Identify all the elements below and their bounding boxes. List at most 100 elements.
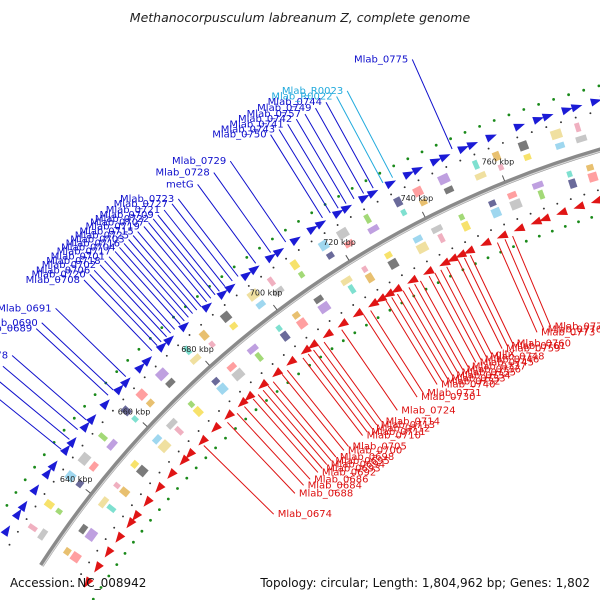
- forward_genes-label: Mlab_0718: [46, 256, 100, 267]
- gc-dot: [284, 228, 287, 232]
- gc-dot: [542, 207, 545, 210]
- reverse_genes-label: Mlab_0735: [462, 367, 516, 378]
- forward-gene-arrow: [411, 166, 424, 176]
- cog-block: [313, 294, 325, 305]
- forward-gene-arrow: [429, 158, 442, 167]
- reverse_genes-leader-line: [341, 329, 398, 411]
- gc-dot: [376, 316, 380, 319]
- gc-dot: [166, 497, 170, 501]
- gc-dot: [133, 387, 135, 390]
- gc-dot: [220, 275, 224, 278]
- forward-gene-arrow: [289, 236, 301, 247]
- forward_genes-label: Mlab_0744: [268, 97, 322, 108]
- gc-dot: [341, 339, 345, 343]
- forward_genes-leader-line: [148, 222, 212, 299]
- forward-gene-arrow: [513, 123, 525, 132]
- gc-dot: [552, 98, 555, 101]
- gc-dot: [234, 427, 237, 430]
- forward-gene-arrow: [224, 283, 236, 294]
- gc-dot: [310, 240, 313, 243]
- forward_genes-leader-line: [11, 355, 87, 421]
- rna_genes-label: Mlab_R0023: [282, 86, 343, 97]
- gc-dot: [72, 416, 76, 420]
- gc-dot: [154, 365, 157, 368]
- gc-dot: [529, 212, 532, 215]
- forward-gene-arrow: [47, 460, 58, 472]
- forward-gene-arrow: [134, 363, 145, 374]
- kbp-tick: [142, 422, 148, 427]
- forward-gene-arrow: [120, 377, 131, 389]
- gc-dot: [392, 164, 396, 168]
- reverse-gene-arrow: [375, 293, 388, 303]
- forward-gene-arrow: [178, 322, 190, 333]
- forward-gene-arrow: [66, 437, 77, 449]
- cog-block: [231, 367, 246, 382]
- forward-gene-arrow: [466, 142, 479, 151]
- cog-block: [415, 241, 430, 255]
- cog-block: [347, 283, 357, 295]
- forward_genes-leader-line: [304, 113, 355, 200]
- forward-gene-arrow: [163, 335, 175, 346]
- gc-dot: [122, 515, 124, 518]
- forward_genes-leader-line: [137, 231, 202, 307]
- gc-dot: [187, 440, 190, 443]
- cog-block: [474, 170, 487, 181]
- gc-dot: [62, 428, 66, 432]
- reverse-gene-arrow: [455, 249, 468, 258]
- cog-block: [509, 198, 523, 211]
- cog-block: [119, 486, 131, 498]
- cog-block: [187, 400, 196, 409]
- reverse-gene-arrow: [322, 328, 335, 339]
- gc-dot: [194, 466, 198, 470]
- forward-gene-arrow: [589, 98, 600, 107]
- gc-dot: [545, 126, 548, 129]
- gc-dot: [503, 223, 506, 226]
- gc-dot: [140, 529, 144, 533]
- cog-block: [174, 425, 185, 436]
- reverse_genes-leader-line: [391, 297, 443, 382]
- reverse_genes-leader-line: [434, 272, 482, 360]
- gc-dot: [310, 211, 314, 215]
- gc-dot: [477, 235, 479, 237]
- gc-dot: [516, 218, 519, 220]
- reverse_genes-label: Mlab_0694: [331, 460, 385, 471]
- gc-dot: [91, 432, 94, 435]
- reverse_genes-leader-line: [281, 373, 345, 451]
- forward-gene-arrow: [532, 116, 545, 125]
- gc-dot: [185, 476, 189, 480]
- topology-text: Topology: circular; Length: 1,804,962 bp…: [260, 576, 590, 590]
- reverse-gene-arrow: [211, 421, 222, 433]
- gc-dot: [23, 478, 27, 482]
- cog-block: [211, 376, 221, 386]
- forward-gene-arrow: [200, 302, 213, 313]
- forward-gene-arrow: [216, 289, 228, 300]
- forward-gene-arrow: [85, 414, 97, 426]
- forward-strand-genes: [0, 95, 600, 537]
- gc-dot: [101, 421, 104, 424]
- cog-block: [55, 507, 63, 516]
- reverse_genes-leader-line: [428, 275, 477, 363]
- reverse-gene-arrow: [530, 216, 543, 225]
- reverse_genes-label: Mlab_0736: [467, 365, 521, 376]
- reverse-gene-arrow: [224, 409, 236, 420]
- forward-gene-arrow: [17, 500, 28, 513]
- gc-dot: [149, 518, 152, 522]
- cog-block: [523, 153, 532, 162]
- reverse_genes-leader-line: [419, 280, 469, 367]
- forward_genes-label: Mlab_0725: [75, 231, 129, 242]
- reverse_genes-label: Mlab_0773: [541, 327, 595, 338]
- reverse_genes-leader-line: [469, 254, 514, 344]
- gc-dot: [530, 131, 533, 134]
- gc-dot: [550, 229, 554, 233]
- forward_genes-label: Mlab_0720: [31, 269, 85, 280]
- gc-dot: [137, 347, 141, 351]
- gc-dot: [337, 195, 340, 198]
- reverse_genes-leader-line: [408, 287, 459, 373]
- gc-dot: [115, 563, 119, 566]
- forward_genes-leader-line: [213, 172, 272, 253]
- gc-dot: [463, 131, 467, 134]
- reverse-gene-arrow: [383, 288, 396, 298]
- forward-gene-arrow: [113, 384, 124, 396]
- cog-block: [165, 417, 178, 430]
